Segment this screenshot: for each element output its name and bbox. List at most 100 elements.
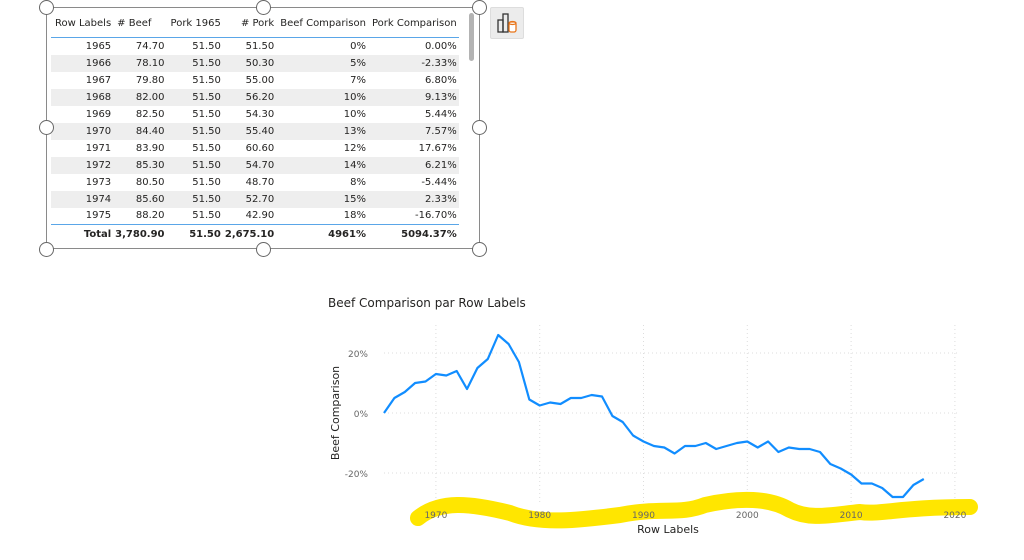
data-point[interactable] — [611, 415, 613, 417]
data-point[interactable] — [674, 453, 676, 455]
data-point[interactable] — [570, 397, 572, 399]
data-point[interactable] — [777, 451, 779, 453]
data-point[interactable] — [414, 382, 416, 384]
table-row[interactable]: 1967 79.80 51.50 55.00 7% 6.80% — [51, 72, 459, 89]
data-point[interactable] — [912, 484, 914, 486]
data-table: Row Labels # Beef Pork 1965 # Pork Beef Comp… — [51, 12, 459, 245]
data-point[interactable] — [881, 487, 883, 489]
table-row[interactable]: 1969 82.50 51.50 54.30 10% 5.44% — [51, 106, 459, 123]
data-point[interactable] — [860, 483, 862, 485]
table-cell: 48.70 — [245, 176, 275, 188]
data-point[interactable] — [528, 399, 530, 401]
table-row[interactable]: 1970 84.40 51.50 55.40 13% 7.57% — [51, 122, 459, 140]
series-line[interactable] — [383, 333, 925, 499]
x-tick-label: 1980 — [528, 511, 551, 521]
resize-handle-top-right[interactable] — [472, 0, 487, 15]
table-cell: 18% — [343, 210, 366, 222]
data-point[interactable] — [383, 412, 385, 414]
format-visual-button[interactable] — [490, 7, 524, 39]
table-row[interactable]: 1973 80.50 51.50 48.70 8% -5.44% — [51, 174, 459, 191]
data-point[interactable] — [694, 445, 696, 447]
column-header[interactable]: Row Labels — [51, 12, 114, 38]
resize-handle-right[interactable] — [472, 120, 487, 135]
resize-handle-left[interactable] — [39, 120, 54, 135]
data-point[interactable] — [518, 361, 520, 363]
data-point[interactable] — [466, 388, 468, 390]
column-header[interactable]: # Beef — [113, 12, 167, 38]
data-point[interactable] — [757, 447, 759, 449]
data-point[interactable] — [798, 448, 800, 450]
y-tick-label: 20% — [348, 350, 368, 360]
data-point[interactable] — [622, 421, 624, 423]
data-point[interactable] — [663, 447, 665, 449]
data-point[interactable] — [923, 478, 925, 480]
table-row[interactable]: 1974 85.60 51.50 52.70 15% 2.33% — [51, 190, 459, 208]
table-cell: 42.90 — [245, 210, 275, 222]
resize-handle-bottom-right[interactable] — [472, 242, 487, 257]
data-point[interactable] — [746, 441, 748, 443]
data-point[interactable] — [508, 343, 510, 345]
data-point[interactable] — [788, 447, 790, 449]
table-cell: 51.50 — [192, 108, 221, 120]
data-point[interactable] — [487, 358, 489, 360]
table-cell: 1969 — [85, 108, 112, 120]
table-row[interactable]: 1968 82.00 51.50 56.20 10% 9.13% — [51, 88, 459, 106]
data-point[interactable] — [902, 496, 904, 498]
data-point[interactable] — [850, 474, 852, 476]
data-point[interactable] — [580, 397, 582, 399]
resize-handle-bottom[interactable] — [256, 242, 271, 257]
data-point[interactable] — [601, 396, 603, 398]
data-point[interactable] — [393, 397, 395, 399]
data-point[interactable] — [456, 370, 458, 372]
data-point[interactable] — [435, 373, 437, 375]
table-row[interactable]: 1971 83.90 51.50 60.60 12% 17.67% — [51, 140, 459, 157]
data-point[interactable] — [809, 448, 811, 450]
table-row[interactable]: 1965 74.70 51.50 51.50 0% 0.00% — [51, 38, 459, 55]
data-point[interactable] — [549, 402, 551, 404]
resize-handle-top[interactable] — [256, 0, 271, 15]
column-header[interactable]: Pork 1965 — [166, 12, 223, 38]
table-cell: 1972 — [51, 156, 114, 174]
data-point[interactable] — [476, 367, 478, 369]
data-point[interactable] — [705, 442, 707, 444]
x-tick-label: 1990 — [632, 511, 655, 521]
column-header[interactable]: # Pork — [222, 12, 277, 38]
table-cell: 1968 — [51, 88, 114, 106]
table-visual[interactable]: Row Labels # Beef Pork 1965 # Pork Beef Comp… — [46, 7, 480, 249]
table-row[interactable]: 1975 88.20 51.50 42.90 18% -16.70% — [51, 208, 459, 225]
data-point[interactable] — [871, 483, 873, 485]
column-header[interactable]: Beef Comparison — [276, 12, 368, 38]
data-point[interactable] — [591, 394, 593, 396]
data-point[interactable] — [829, 463, 831, 465]
column-header[interactable]: Pork Comparison — [367, 12, 459, 38]
data-point[interactable] — [632, 435, 634, 437]
total-cell: 51.50 — [166, 224, 223, 245]
data-point[interactable] — [653, 445, 655, 447]
table-cell: 12% — [343, 142, 366, 154]
resize-handle-bottom-left[interactable] — [39, 242, 54, 257]
data-point[interactable] — [736, 442, 738, 444]
data-point[interactable] — [539, 405, 541, 407]
data-point[interactable] — [643, 441, 645, 443]
data-point[interactable] — [404, 391, 406, 393]
table-cell: 51.50 — [166, 190, 223, 208]
resize-handle-top-left[interactable] — [39, 0, 54, 15]
table-cell: 51.50 — [192, 142, 221, 154]
data-point[interactable] — [840, 468, 842, 470]
data-point[interactable] — [497, 334, 499, 336]
table-cell: 54.30 — [245, 108, 275, 120]
vertical-scrollbar[interactable] — [469, 13, 474, 61]
line-chart[interactable]: 20% 0% -20% 1970 1980 1990 2000 2010 2020 Row Lab… — [320, 315, 980, 545]
data-point[interactable] — [684, 445, 686, 447]
data-point[interactable] — [892, 496, 894, 498]
data-point[interactable] — [559, 403, 561, 405]
data-point[interactable] — [767, 441, 769, 443]
data-point[interactable] — [425, 381, 427, 383]
table-row[interactable]: 1966 78.10 51.50 50.30 5% -2.33% — [51, 54, 459, 72]
table-cell: 84.40 — [113, 122, 167, 140]
data-point[interactable] — [819, 451, 821, 453]
table-row[interactable]: 1972 85.30 51.50 54.70 14% 6.21% — [51, 156, 459, 174]
data-point[interactable] — [726, 445, 728, 447]
data-point[interactable] — [445, 375, 447, 377]
data-point[interactable] — [715, 448, 717, 450]
